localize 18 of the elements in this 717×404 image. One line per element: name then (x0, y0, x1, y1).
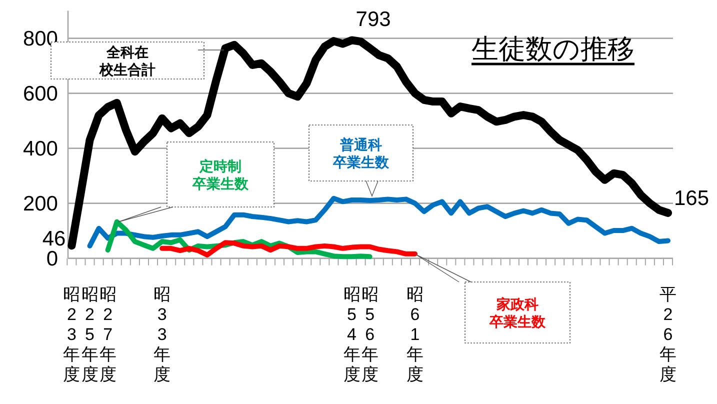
text: 定時制卒業生数 (192, 158, 250, 192)
data-label: 165 (674, 186, 710, 210)
data-label: 793 (356, 8, 391, 32)
x-tick-label: 昭61年度 (406, 285, 424, 384)
x-tick-label: 昭56年度 (361, 285, 378, 384)
y-tick-label: 400 (22, 137, 58, 160)
y-tick-label: 600 (22, 82, 58, 106)
x-tick-label: 平26年度 (660, 285, 676, 384)
y-tick-label: 200 (22, 192, 58, 216)
text: 生徒数の推移 (472, 34, 634, 64)
x-tick-label: 昭25年度 (81, 285, 98, 384)
text: 全科在校生合計 (98, 44, 156, 78)
x-tick-label: 昭54年度 (343, 285, 360, 384)
text: 家政科卒業生数 (488, 296, 546, 330)
x-tick-label: 昭27年度 (99, 285, 116, 384)
text: 普通科卒業生数 (332, 136, 390, 170)
x-tick-label: 昭33年度 (154, 285, 171, 384)
x-tick-label: 昭23年度 (63, 285, 80, 384)
